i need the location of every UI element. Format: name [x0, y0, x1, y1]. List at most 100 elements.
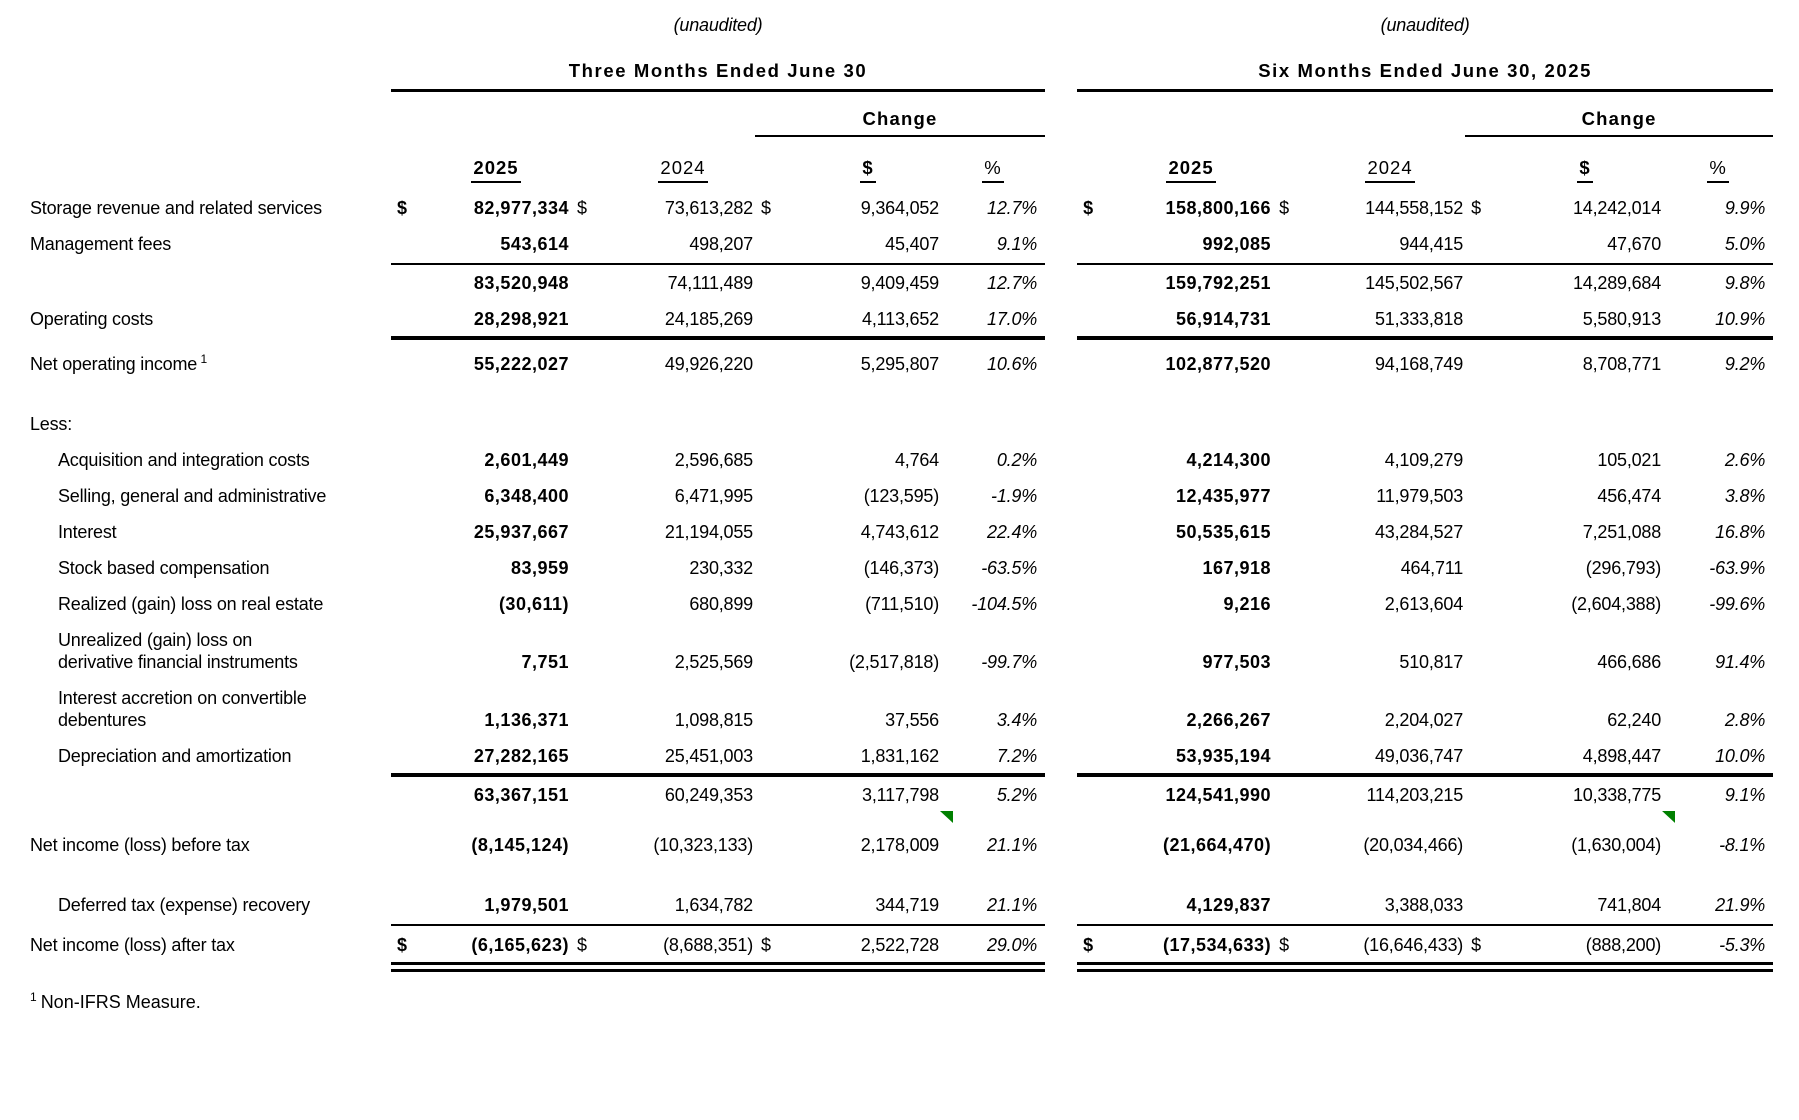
- col-header-percent-tm: %: [941, 136, 1045, 189]
- value-2024-six-months: 51,333,818: [1374, 309, 1464, 329]
- thick-rule: [391, 773, 1046, 777]
- value-2025-six-months: 102,877,520: [1165, 354, 1272, 374]
- value-2025-six-months: 4,129,837: [1186, 895, 1272, 915]
- currency-symbol: [755, 886, 795, 922]
- currency-symbol: [755, 513, 795, 549]
- single-rule: [391, 924, 1046, 926]
- value-2024-six-months: 43,284,527: [1374, 522, 1464, 542]
- table-row: Interest accretion on convertible debent…: [26, 679, 1773, 737]
- percent-change-three-months: -104.5%: [971, 594, 1038, 614]
- currency-symbol: [571, 477, 611, 513]
- section-gap: [1045, 225, 1077, 261]
- section-gap: [1045, 513, 1077, 549]
- row-label: Interest: [26, 513, 391, 549]
- currency-symbol: [755, 300, 795, 336]
- value-change-six-months: 47,670: [1607, 234, 1662, 254]
- six-months-section-title: Six Months Ended June 30, 2025: [1077, 42, 1774, 92]
- percent-change-six-months: 16.8%: [1715, 522, 1766, 542]
- percent-change-six-months: 9.8%: [1724, 273, 1766, 293]
- value-change-six-months: (2,604,388): [1571, 594, 1662, 614]
- row-label-text: Interest: [58, 522, 117, 542]
- currency-symbol: [391, 585, 421, 621]
- row-label: Management fees: [26, 225, 391, 261]
- value-2024-three-months: 230,332: [689, 558, 753, 578]
- currency-symbol: [1273, 585, 1315, 621]
- section-gap: [1045, 300, 1077, 336]
- financial-table: (unaudited) (unaudited) Three Months End…: [26, 8, 1774, 974]
- currency-symbol: [755, 737, 795, 773]
- label-row: Less:: [26, 405, 1773, 441]
- currency-symbol: [571, 777, 611, 812]
- value-change-six-months: (1,630,004): [1507, 811, 1676, 862]
- value-change-six-months: 8,708,771: [1582, 354, 1662, 374]
- change-header-six-months: Change: [1465, 90, 1774, 137]
- section-gap: [1045, 826, 1077, 862]
- footnote-marker: 1: [30, 990, 37, 1004]
- percent-change-three-months: 17.0%: [987, 309, 1038, 329]
- col-header-2025-sm: 2025: [1109, 136, 1273, 189]
- currency-symbol: [571, 826, 611, 862]
- value-2025-three-months: 28,298,921: [473, 309, 569, 329]
- currency-symbol: [1273, 300, 1315, 336]
- currency-symbol: [755, 679, 795, 737]
- currency-symbol: [755, 225, 795, 261]
- row-label-text: Management fees: [30, 234, 172, 254]
- row-label: Operating costs: [26, 300, 391, 336]
- col-header-2024-sm: 2024: [1315, 136, 1465, 189]
- currency-symbol: [1465, 265, 1507, 300]
- row-label: Storage revenue and related services: [26, 189, 391, 225]
- table-row: 63,367,151 60,249,353 3,117,798 5.2% 124,541…: [26, 777, 1773, 812]
- percent-change-three-months: 12.7%: [987, 273, 1038, 293]
- value-change-six-months: 466,686: [1597, 652, 1662, 672]
- table-row: 83,520,948 74,111,489 9,409,459 12.7% 159,79…: [26, 265, 1773, 300]
- col-header-2024-tm: 2024: [611, 136, 755, 189]
- value-change-three-months: (711,510): [865, 594, 939, 614]
- currency-symbol: [1465, 513, 1507, 549]
- value-2024-six-months: 2,613,604: [1384, 594, 1464, 614]
- double-rule: [1077, 962, 1774, 972]
- rule-row: [26, 962, 1774, 974]
- currency-symbol: [1273, 477, 1315, 513]
- value-change-three-months: 2,178,009: [795, 811, 953, 862]
- value-change-three-months: (123,595): [863, 486, 939, 506]
- currency-symbol: [1273, 886, 1315, 922]
- currency-symbol: [1077, 679, 1109, 737]
- percent-change-six-months: 9.2%: [1724, 354, 1766, 374]
- rule-line: [391, 336, 1046, 340]
- currency-symbol: $: [397, 198, 408, 218]
- currency-symbol: [1077, 477, 1109, 513]
- value-change-three-months: 4,743,612: [860, 522, 939, 542]
- currency-symbol: [1273, 826, 1315, 862]
- value-2025-six-months: 9,216: [1223, 594, 1272, 614]
- rule-line: [391, 261, 1046, 265]
- currency-symbol: [391, 886, 421, 922]
- value-2025-three-months: 2,601,449: [484, 450, 569, 470]
- value-change-three-months: (2,517,818): [849, 652, 939, 672]
- rule-line: [391, 773, 1046, 777]
- table-row: Selling, general and administrative 6,348…: [26, 477, 1773, 513]
- value-change-six-months: (296,793): [1585, 558, 1662, 578]
- row-label: Net income (loss) before tax: [26, 826, 391, 862]
- row-label: Unrealized (gain) loss on derivative fin…: [26, 621, 391, 679]
- percent-change-three-months: 29.0%: [987, 935, 1038, 955]
- currency-symbol: [1077, 621, 1109, 679]
- change-header-three-months: Change: [755, 90, 1046, 137]
- spacer-row: [26, 862, 1773, 886]
- section-gap: [1045, 549, 1077, 585]
- percent-change-six-months: -5.3%: [1719, 935, 1766, 955]
- value-change-six-months: 5,580,913: [1582, 309, 1662, 329]
- value-2025-three-months: 83,959: [510, 558, 569, 578]
- row-label-text: Operating costs: [30, 309, 154, 329]
- value-2025-three-months: 63,367,151: [473, 785, 569, 805]
- value-change-three-months: (146,373): [863, 558, 939, 578]
- row-label: Net income (loss) after tax: [26, 926, 391, 962]
- currency-symbol: $: [1083, 935, 1094, 955]
- value-2025-six-months: 53,935,194: [1175, 746, 1272, 766]
- section-gap: [1045, 265, 1077, 300]
- value-2025-three-months: (6,165,623): [471, 935, 569, 955]
- currency-symbol: [571, 225, 611, 261]
- percent-change-six-months: -63.9%: [1709, 558, 1766, 578]
- spacer-cell: [26, 381, 1773, 405]
- cell: [391, 405, 1773, 441]
- percent-change-three-months: 3.4%: [996, 710, 1038, 730]
